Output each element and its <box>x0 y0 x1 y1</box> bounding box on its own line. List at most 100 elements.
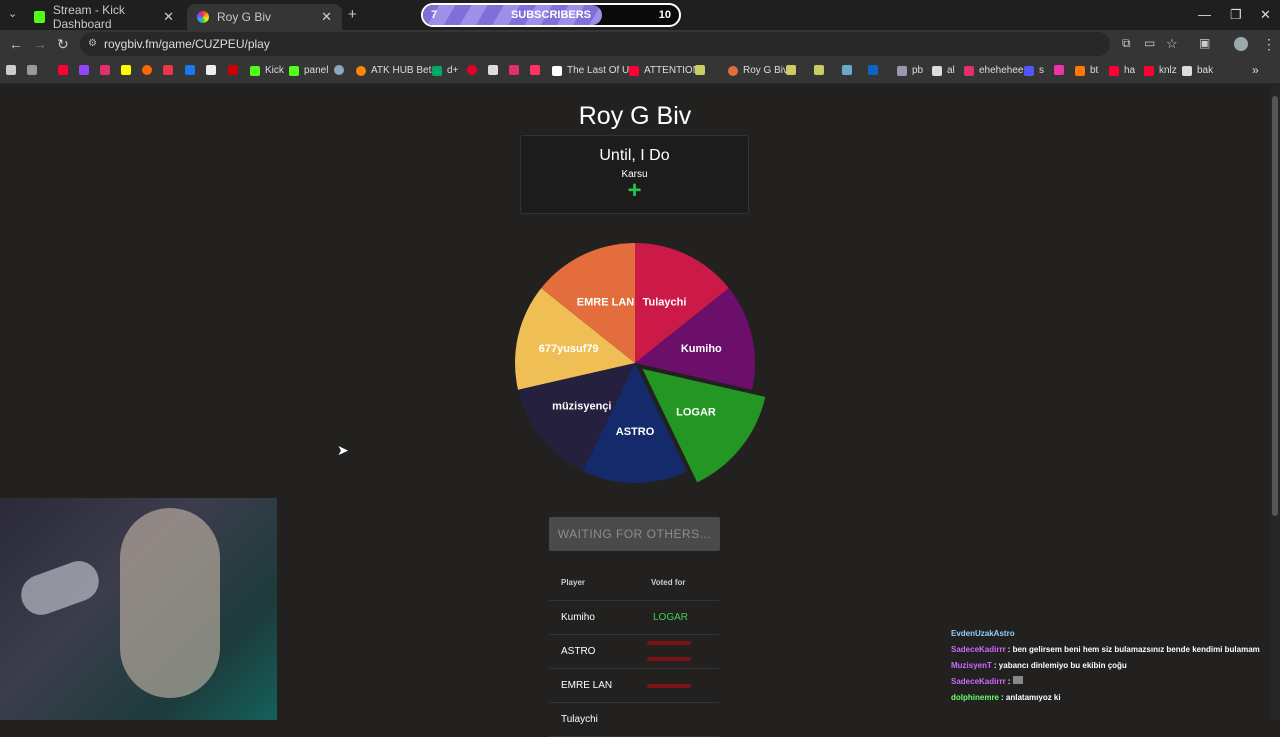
votes-header-row: Player Voted for <box>549 567 719 601</box>
forward-icon[interactable]: → <box>33 36 47 52</box>
close-icon[interactable]: ✕ <box>321 9 332 24</box>
bookmark-attention[interactable]: ATTENTION <box>629 65 700 76</box>
page-title: Roy G Biv <box>578 102 692 130</box>
bookmark-knlz[interactable]: knlz <box>1144 65 1177 76</box>
window-close-icon[interactable]: ✕ <box>1260 7 1271 22</box>
table-row: EMRE LAN <box>549 669 719 703</box>
youtube-icon[interactable] <box>58 65 73 75</box>
bookmark-icon[interactable] <box>530 65 545 75</box>
wheel-label: LOGAR <box>676 407 716 419</box>
chat-message: SadeceKadirrr: <box>951 676 1271 688</box>
bookmark-icon[interactable] <box>163 65 178 75</box>
emote-icon <box>1012 676 1023 684</box>
scrollbar-thumb[interactable] <box>1272 96 1278 516</box>
subscribers-goal-bar: 7 SUBSCRIBERS 10 <box>421 3 681 27</box>
address-bar: ← → ↻ ⚙ roygbiv.fm/game/CUZPEU/play ⧉ ▭ … <box>0 30 1280 58</box>
hidden-vote-bar <box>647 641 691 645</box>
hidden-vote-bar <box>647 684 691 688</box>
bookmark-icon[interactable] <box>142 65 157 75</box>
bookmark-icon[interactable] <box>488 65 503 75</box>
tab-bar: ⌄ Stream - Kick Dashboard ✕ Roy G Biv ✕ … <box>0 0 1280 31</box>
apps-grid-icon[interactable] <box>27 65 42 75</box>
bookmark-bt[interactable]: bt <box>1075 65 1098 76</box>
x-icon[interactable] <box>206 65 221 75</box>
bookmark-s[interactable]: s <box>1024 65 1044 76</box>
streamer-figure <box>120 508 220 698</box>
close-icon[interactable]: ✕ <box>163 9 174 24</box>
instagram-icon[interactable] <box>509 65 524 75</box>
back-icon[interactable]: ← <box>9 36 23 52</box>
bookmark-icon[interactable] <box>695 65 710 75</box>
tab-kick-dashboard[interactable]: Stream - Kick Dashboard ✕ <box>24 3 184 31</box>
tab-label: Stream - Kick Dashboard <box>52 3 125 31</box>
translate-icon[interactable]: ⧉ <box>1122 36 1131 50</box>
player-name: EMRE LAN <box>561 680 613 691</box>
cast-icon[interactable]: ▭ <box>1144 36 1156 50</box>
snapchat-icon[interactable] <box>121 65 136 75</box>
bookmark-roy-g-biv[interactable]: Roy G Biv <box>728 65 788 76</box>
table-row: Kumiho LOGAR <box>549 601 719 635</box>
wheel-label: 677yusuf79 <box>539 343 599 355</box>
votes-table: Player Voted for Kumiho LOGAR ASTRO EMRE… <box>549 567 719 737</box>
bookmark-icon[interactable] <box>786 65 801 75</box>
extensions-icon[interactable]: ▣ <box>1199 36 1211 50</box>
bookmark-star-icon[interactable]: ☆ <box>1166 36 1178 51</box>
table-row: Tulaychi <box>549 703 719 737</box>
bookmark-dplus[interactable]: d+ <box>432 65 458 76</box>
bookmark-icon[interactable] <box>842 65 857 75</box>
song-card: Until, I Do Karsu + <box>520 135 749 214</box>
steam-icon[interactable] <box>334 65 349 75</box>
wheel-slice <box>541 243 635 363</box>
site-info-icon[interactable]: ⚙ <box>88 38 97 49</box>
player-name: Kumiho <box>561 612 595 623</box>
bookmark-al[interactable]: al <box>932 65 955 76</box>
bookmark-icon[interactable] <box>814 65 829 75</box>
facebook-icon[interactable] <box>185 65 200 75</box>
bookmark-ehehehee[interactable]: ehehehee <box>964 65 1024 76</box>
bookmark-square-icon[interactable] <box>6 65 21 75</box>
wheel-slice <box>642 368 766 483</box>
linkedin-icon[interactable] <box>868 65 883 75</box>
more-bookmarks-icon[interactable]: » <box>1252 63 1259 77</box>
twitch-icon[interactable] <box>79 65 94 75</box>
bookmarks-bar: Kick panel ATK HUB Beta d+ The Last Of U… <box>0 58 1280 84</box>
wheel-label: Tulaychi <box>643 297 687 309</box>
pinterest-icon[interactable] <box>467 65 482 75</box>
tab-label: Roy G Biv <box>217 10 272 24</box>
new-tab-button[interactable]: + <box>348 6 357 23</box>
waiting-button[interactable]: WAITING FOR OTHERS... <box>549 517 720 551</box>
minimize-icon[interactable]: — <box>1198 7 1211 22</box>
chat-message: SadeceKadirrr: ben gelirsem beni hem siz… <box>951 645 1260 654</box>
bookmark-icon[interactable] <box>1054 65 1069 75</box>
instagram-icon[interactable] <box>100 65 115 75</box>
reload-icon[interactable]: ↻ <box>57 36 69 52</box>
bookmark-ha[interactable]: ha <box>1109 65 1135 76</box>
wheel-label: Kumiho <box>681 343 722 355</box>
mouse-cursor-icon: ➤ <box>337 442 349 458</box>
tab-roy-g-biv[interactable]: Roy G Biv ✕ <box>187 4 342 30</box>
plus-icon[interactable]: + <box>627 177 642 204</box>
bookmark-atk-hub[interactable]: ATK HUB Beta <box>356 65 437 76</box>
wheel-slice <box>515 288 635 390</box>
tab-search-icon[interactable]: ⌄ <box>8 8 18 20</box>
bookmark-icon[interactable] <box>228 65 243 75</box>
bookmark-pb[interactable]: pb <box>897 65 923 76</box>
profile-avatar[interactable] <box>1234 37 1248 51</box>
stream-chat: EvdenUzakAstro SadeceKadirrr: ben gelirs… <box>951 628 1271 708</box>
menu-icon[interactable]: ⋮ <box>1262 36 1276 52</box>
roygbiv-icon <box>197 11 209 23</box>
webcam-overlay <box>0 498 277 720</box>
player-wheel: Tulaychi Kumiho LOGAR ASTRO müzisyençi 677yus… <box>515 243 766 483</box>
bookmark-last-of-us[interactable]: The Last Of Us <box>552 65 634 76</box>
maximize-icon[interactable]: ❐ <box>1230 7 1242 22</box>
chat-message: dolphinemre: anlatamıyoz ki <box>951 693 1061 702</box>
url-field[interactable]: ⚙ roygbiv.fm/game/CUZPEU/play <box>80 32 1110 56</box>
table-row: ASTRO <box>549 635 719 669</box>
wheel-label: EMRE LAN <box>577 297 635 309</box>
bookmark-bak[interactable]: bak <box>1182 65 1213 76</box>
bookmark-kick[interactable]: Kick <box>250 65 284 76</box>
bookmark-panel[interactable]: panel <box>289 65 328 76</box>
subscribers-progress-fill <box>423 5 603 25</box>
subscribers-label: SUBSCRIBERS <box>510 9 592 21</box>
kick-icon <box>34 11 45 23</box>
